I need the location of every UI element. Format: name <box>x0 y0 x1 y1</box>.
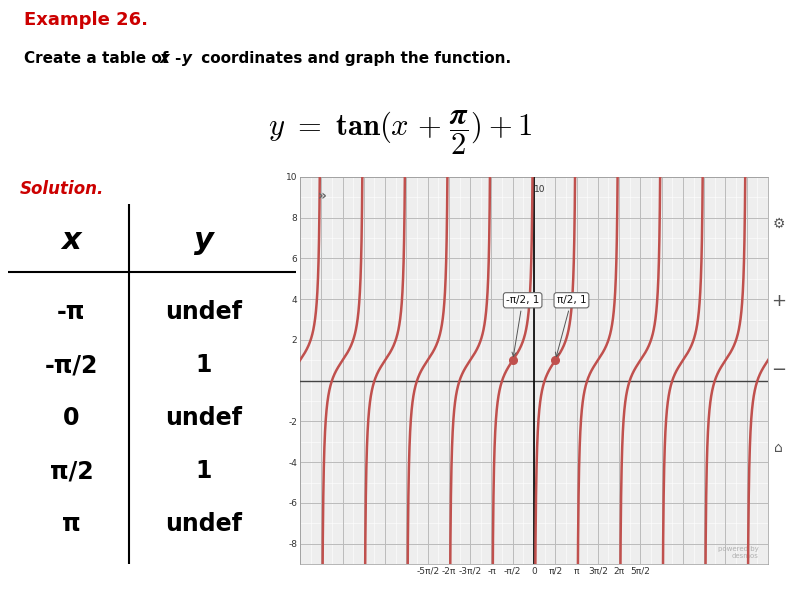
Text: -π/2, 1: -π/2, 1 <box>506 295 539 356</box>
Text: y: y <box>194 226 214 254</box>
Text: 0: 0 <box>63 406 80 430</box>
Text: powered by
desmos: powered by desmos <box>718 547 758 559</box>
Text: -: - <box>174 52 181 67</box>
Text: π/2: π/2 <box>50 459 93 483</box>
Text: Create a table of: Create a table of <box>24 52 174 67</box>
Text: undef: undef <box>166 406 242 430</box>
Text: π/2, 1: π/2, 1 <box>555 295 586 356</box>
Text: Example 26.: Example 26. <box>24 11 148 29</box>
Text: -π/2: -π/2 <box>45 353 98 377</box>
Text: $\mathit{y}\ =\ \mathbf{tan(}\mathit{x}\ \mathbf{+}\ \dfrac{\boldsymbol{\pi}}{\m: $\mathit{y}\ =\ \mathbf{tan(}\mathit{x}\… <box>268 108 532 157</box>
Text: undef: undef <box>166 300 242 324</box>
Text: +: + <box>771 292 786 310</box>
Text: x: x <box>159 52 169 67</box>
Text: 1: 1 <box>196 459 212 483</box>
Text: 10: 10 <box>534 185 546 194</box>
Text: -π: -π <box>57 300 86 324</box>
Text: ⌂: ⌂ <box>774 441 783 455</box>
Text: π: π <box>62 512 81 536</box>
Text: ⚙: ⚙ <box>773 217 785 230</box>
Text: −: − <box>771 361 786 379</box>
Text: Solution.: Solution. <box>19 180 104 198</box>
Text: undef: undef <box>166 512 242 536</box>
Text: x: x <box>62 226 81 254</box>
Text: 1: 1 <box>196 353 212 377</box>
Text: y: y <box>182 52 192 67</box>
Text: coordinates and graph the function.: coordinates and graph the function. <box>196 52 511 67</box>
Text: »: » <box>318 188 326 203</box>
